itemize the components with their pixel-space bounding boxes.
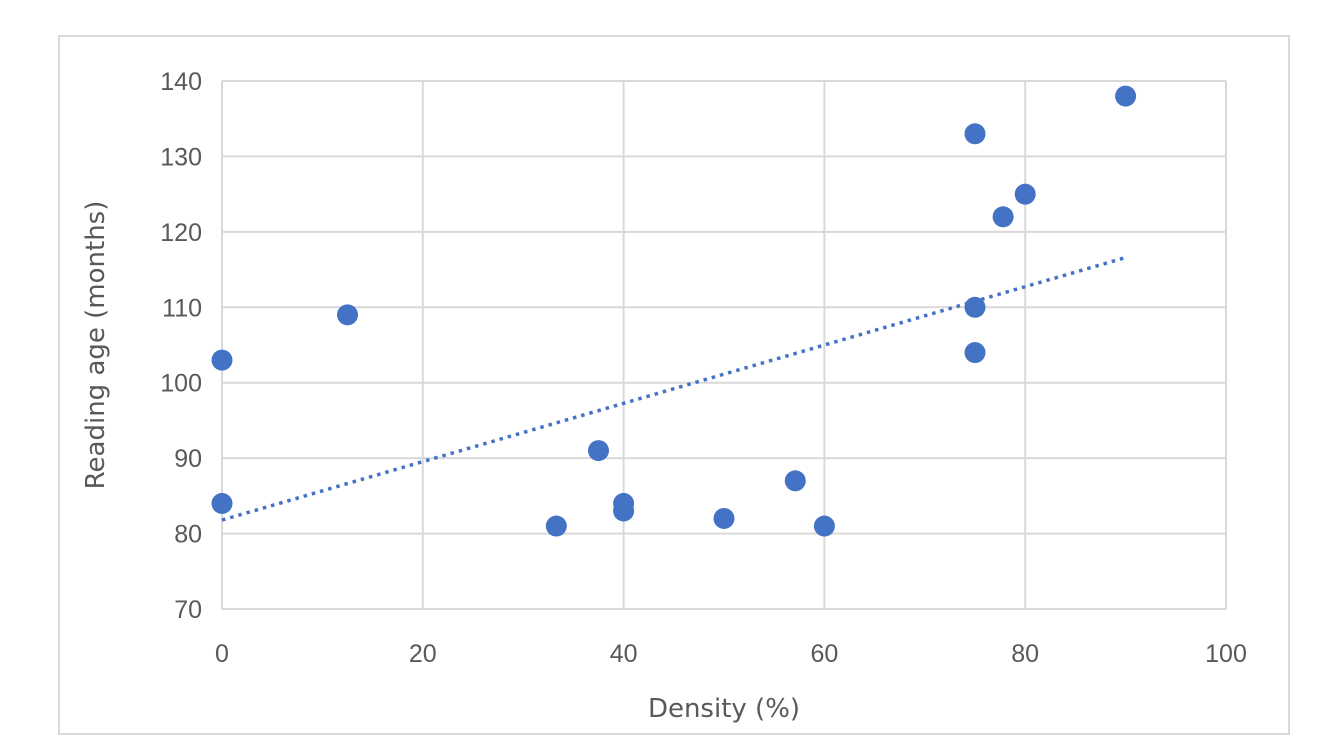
chart-area: 70 80 90 100 110 120 130 140 0 20 40 60 80 100 Densit… [58, 35, 1290, 735]
y-tick-label: 110 [162, 294, 202, 322]
x-tick-label: 100 [1205, 640, 1247, 668]
y-tick-label: 120 [160, 219, 202, 247]
data-point [337, 304, 358, 326]
data-point [964, 342, 986, 364]
data-point [545, 515, 567, 537]
data-point [784, 470, 806, 492]
y-tick-label: 70 [174, 596, 202, 624]
x-tick-label: 0 [215, 640, 229, 668]
data-point [713, 507, 735, 529]
x-tick-label: 40 [610, 640, 638, 668]
y-tick-label: 90 [174, 445, 202, 473]
data-point [992, 206, 1014, 228]
data-point [813, 515, 835, 537]
data-point [1115, 85, 1137, 107]
y-tick-label: 140 [160, 68, 202, 96]
data-point [964, 123, 986, 145]
trendline-layer [221, 255, 1127, 522]
data-point [588, 440, 609, 462]
trendline [221, 255, 1127, 522]
gridlines [221, 80, 1227, 610]
y-axis-title: Reading age (months) [81, 201, 111, 490]
data-point [211, 349, 233, 371]
x-tick-label: 60 [810, 640, 838, 668]
data-point [1014, 183, 1036, 205]
x-tick-label: 80 [1011, 640, 1039, 668]
tick-labels: 70 80 90 100 110 120 130 140 0 20 40 60 80 100 [160, 68, 1247, 668]
x-tick-label: 20 [409, 640, 437, 668]
data-points [211, 85, 1137, 537]
data-point [613, 500, 635, 522]
y-tick-label: 130 [160, 143, 202, 171]
y-tick-label: 100 [160, 370, 202, 398]
x-axis-title: Density (%) [648, 694, 800, 724]
data-point [211, 492, 233, 514]
y-tick-label: 80 [174, 521, 202, 549]
data-point [964, 296, 986, 318]
scatter-chart: 70 80 90 100 110 120 130 140 0 20 40 60 80 100 Densit… [81, 68, 1247, 724]
